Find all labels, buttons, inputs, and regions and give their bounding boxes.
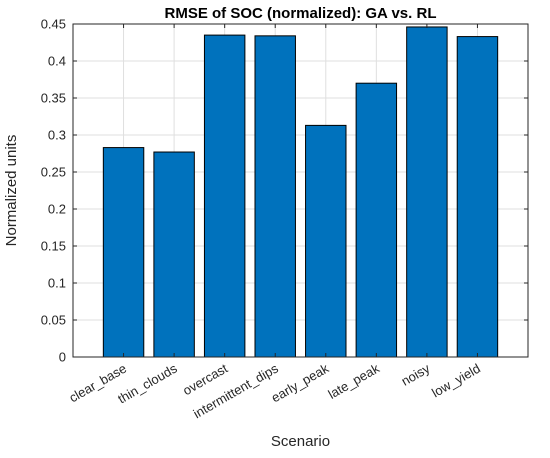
bar-thin_clouds xyxy=(153,151,195,358)
y-tick-label: 0.35 xyxy=(41,91,66,106)
x-tick-label: intermittent_dips xyxy=(191,360,282,421)
bar-late_peak xyxy=(355,82,398,358)
bar-intermittent_dips xyxy=(254,35,296,358)
y-tick-label: 0.45 xyxy=(41,17,66,32)
x-tick-label: early_peak xyxy=(269,360,332,405)
bars xyxy=(102,26,499,358)
y-tick-label: 0.2 xyxy=(48,202,66,217)
y-tick-label: 0.4 xyxy=(48,54,66,69)
bar-clear_base xyxy=(102,147,145,358)
x-tick-label: late_peak xyxy=(325,360,382,401)
plot-frame xyxy=(72,23,529,358)
x-tick-label: low_yield xyxy=(429,361,483,401)
y-tick-label: 0.15 xyxy=(41,239,66,254)
y-tick-label: 0.05 xyxy=(41,313,66,328)
x-tick-label: noisy xyxy=(399,360,433,388)
y-tick-label: 0.1 xyxy=(48,276,66,291)
y-tick-label: 0.25 xyxy=(41,165,66,180)
y-axis-label: Normalized units xyxy=(3,135,20,247)
bar-early_peak xyxy=(305,124,347,358)
x-axis-label: Scenario xyxy=(271,433,330,450)
bar-low_yield xyxy=(456,36,499,358)
bar-noisy xyxy=(406,26,448,358)
y-tick-label: 0.3 xyxy=(48,128,66,143)
y-tick-label: 0 xyxy=(59,350,66,365)
chart-title: RMSE of SOC (normalized): GA vs. RL xyxy=(165,5,437,22)
y-axis-ticks: 0 0.05 0.1 0.15 0.2 0.25 0.3 0.35 0.4 0.45 xyxy=(41,17,528,365)
bar-overcast xyxy=(203,34,246,358)
